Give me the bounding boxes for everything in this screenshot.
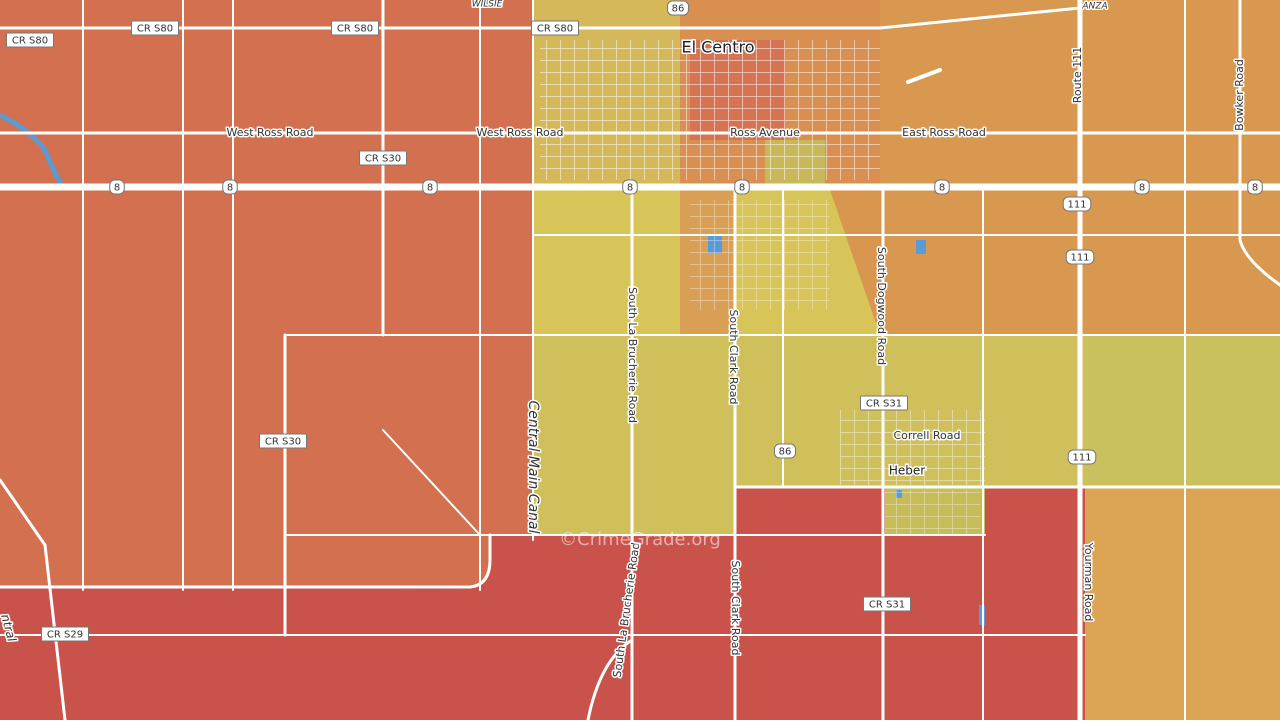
place-label: Heber bbox=[889, 464, 925, 478]
shield bbox=[934, 179, 950, 195]
road-label: ntral bbox=[0, 613, 19, 644]
shield-label: 111 bbox=[1067, 200, 1086, 211]
shield bbox=[259, 433, 307, 449]
shield bbox=[1247, 179, 1263, 195]
shield-label: 8 bbox=[939, 183, 945, 194]
shield bbox=[422, 179, 438, 195]
place-label: El Centro bbox=[681, 38, 754, 57]
attribution: ©CrimeGrade.org bbox=[559, 529, 721, 550]
shield bbox=[1062, 196, 1092, 212]
shield bbox=[863, 596, 911, 612]
shield-label: CR S31 bbox=[869, 600, 905, 611]
road-label: Bowker Road bbox=[1233, 59, 1246, 131]
shield bbox=[860, 395, 908, 411]
shield bbox=[774, 443, 796, 459]
shield bbox=[331, 20, 379, 36]
shield-label: 111 bbox=[1070, 253, 1089, 264]
shield-label: CR S30 bbox=[365, 154, 401, 165]
road-label: Correll Road bbox=[894, 429, 961, 442]
shield-label: 8 bbox=[739, 183, 745, 194]
road-label: South La Brucherie Road bbox=[626, 287, 639, 423]
shield-label: CR S80 bbox=[12, 36, 48, 47]
shield-label: 8 bbox=[114, 183, 120, 194]
shield-label: 86 bbox=[779, 447, 792, 458]
shield bbox=[1067, 449, 1097, 465]
shield-label: 8 bbox=[227, 183, 233, 194]
road-label: South Clark Road bbox=[729, 561, 742, 656]
shield bbox=[1065, 249, 1095, 265]
road-label: Ross Avenue bbox=[730, 126, 800, 139]
road-label: Yourman Road bbox=[1082, 542, 1095, 622]
shield-label: 8 bbox=[627, 183, 633, 194]
road-label: ANZA bbox=[1081, 2, 1107, 12]
shield-label: CR S30 bbox=[265, 437, 301, 448]
road-label: WILSIE bbox=[472, 0, 503, 10]
road-label: South Dogwood Road bbox=[875, 247, 888, 365]
shield bbox=[531, 20, 579, 36]
shield bbox=[359, 150, 407, 166]
shield-label: 111 bbox=[1072, 453, 1091, 464]
shield bbox=[6, 32, 54, 48]
road-label: Route 111 bbox=[1071, 47, 1084, 103]
shield bbox=[622, 179, 638, 195]
shield bbox=[734, 179, 750, 195]
shield bbox=[667, 0, 689, 16]
shield-label: CR S31 bbox=[866, 399, 902, 410]
shield-label: 8 bbox=[1252, 183, 1258, 194]
shield-label: 8 bbox=[427, 183, 433, 194]
shield-label: 86 bbox=[672, 4, 685, 15]
road-label: West Ross Road bbox=[477, 126, 564, 139]
shield bbox=[109, 179, 125, 195]
shield-label: CR S80 bbox=[537, 24, 573, 35]
road-label: Central Main Canal bbox=[525, 401, 541, 534]
shield bbox=[222, 179, 238, 195]
shield-label: CR S80 bbox=[137, 24, 173, 35]
shield bbox=[1134, 179, 1150, 195]
road-label: South Clark Road bbox=[727, 310, 740, 405]
road-label: West Ross Road bbox=[227, 126, 314, 139]
shield bbox=[131, 20, 179, 36]
shield-label: CR S29 bbox=[47, 630, 83, 641]
shield-label: 8 bbox=[1139, 183, 1145, 194]
shield-label: CR S80 bbox=[337, 24, 373, 35]
road-label: East Ross Road bbox=[902, 126, 986, 139]
shield bbox=[41, 626, 89, 642]
